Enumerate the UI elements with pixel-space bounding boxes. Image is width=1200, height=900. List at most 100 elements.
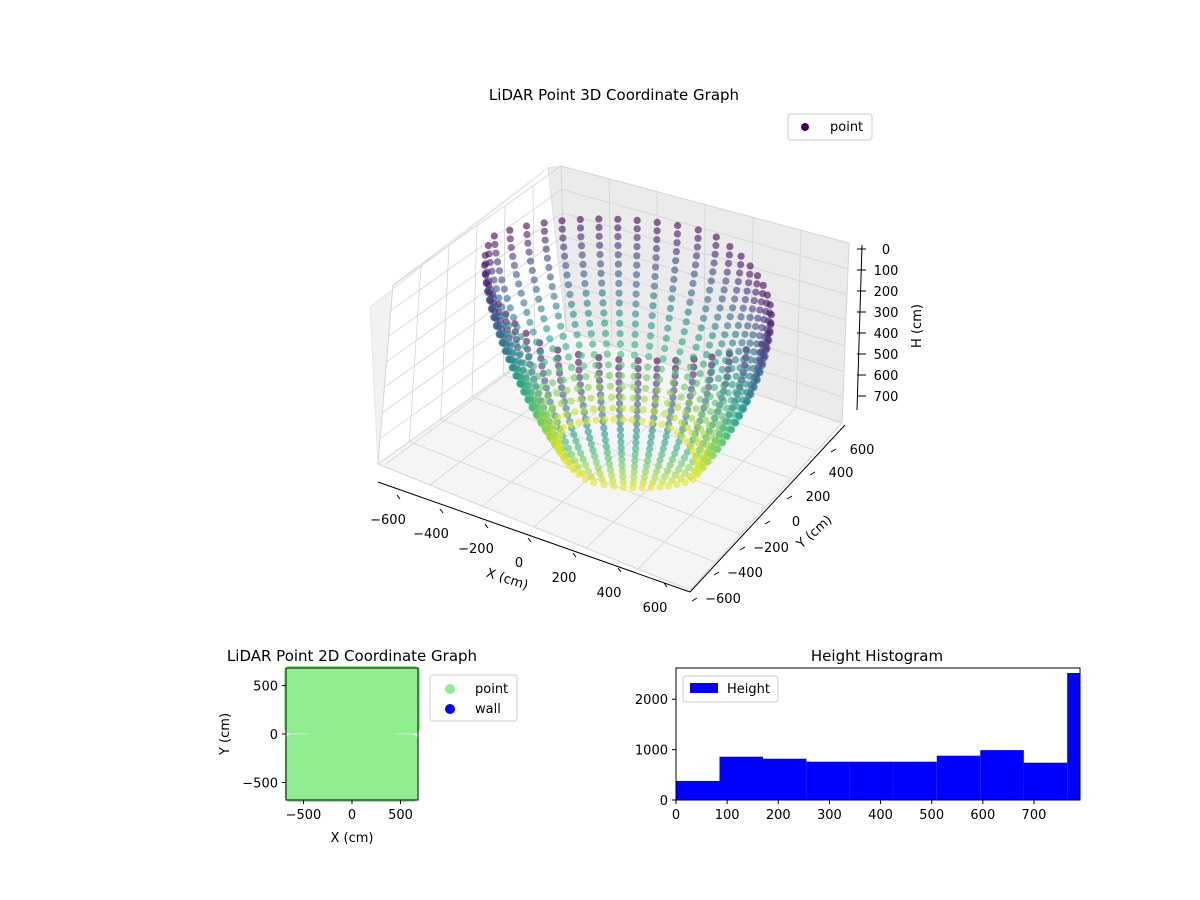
chart3d-point [517, 289, 525, 297]
chart3d-point [488, 267, 496, 275]
chart3d-point [561, 438, 570, 446]
chart3d-point [546, 273, 555, 281]
chart3d-point [510, 261, 518, 269]
chart3d-point [577, 242, 586, 250]
chart3d-y-tick [691, 597, 698, 602]
chart3d-point [756, 306, 764, 314]
chart3d-point [697, 411, 706, 419]
chart3d-grid-line [608, 178, 613, 346]
chart3d-point [615, 309, 624, 317]
chart3d-point [495, 312, 503, 320]
chart3d-point [650, 282, 659, 290]
chart3d-point [674, 465, 683, 473]
chart3d-y-tick [786, 495, 793, 500]
chart3d-point [498, 321, 506, 329]
chart3d-point [584, 428, 592, 436]
chart3d-point [575, 470, 583, 479]
chart3d-z-tick-label: 200 [874, 285, 899, 300]
chart3d-grid-line [703, 204, 706, 377]
chart3d-point [579, 260, 587, 268]
chart3d-point [641, 468, 650, 476]
chart3d-point [647, 322, 656, 330]
chart3d-point [662, 334, 670, 342]
chart3d-grid-line [563, 235, 847, 321]
chart3d-point [670, 275, 678, 283]
chart3d-point [608, 393, 616, 401]
chart3d-point [651, 272, 659, 281]
chart3d-point [714, 313, 722, 321]
chart3d-point [632, 445, 640, 453]
chart3d-point [748, 305, 757, 313]
chart3d-z-tick-label: 300 [874, 306, 899, 321]
chart3d-point [735, 403, 743, 411]
chart3d-point [729, 304, 737, 312]
chart3d-point [669, 378, 677, 386]
chart3d-point [577, 351, 585, 360]
chart3d-point [573, 331, 581, 339]
chart3d-point [544, 425, 552, 433]
chart3d-y-tick-label: 400 [829, 466, 854, 481]
chart3d-point [629, 383, 638, 391]
chart3d-point [681, 478, 689, 486]
chart3d-point [753, 340, 761, 348]
chart3d-point [587, 440, 595, 448]
chart3d-point [491, 240, 499, 248]
chart3d-point [575, 419, 583, 427]
chart3d-point [673, 230, 682, 238]
chart3d-point [541, 236, 549, 244]
chart3d-point [643, 462, 651, 470]
chart3d-point [528, 385, 536, 393]
chart3d-point [530, 276, 538, 284]
chart3d-point [653, 218, 661, 226]
chart3d-point [522, 383, 531, 391]
chart3d-point [580, 406, 588, 414]
chart3d-point [674, 403, 682, 411]
chart3d-point [666, 389, 674, 397]
chart3d-point [615, 279, 623, 287]
chart3d-point [575, 366, 583, 374]
chart3d-point [557, 322, 565, 330]
chart3d-point [619, 472, 627, 480]
chart3d-point [688, 414, 696, 422]
chart3d-point [658, 420, 666, 429]
chart3d-z-axis-line [856, 244, 863, 411]
chart3d-point [523, 308, 531, 317]
chart3d-point [594, 464, 602, 472]
chart3d-point [490, 276, 498, 284]
chart3d-z-tick-label: 0 [882, 243, 890, 258]
chart3d-point [523, 376, 531, 384]
chart3d-point [545, 408, 554, 416]
chart3d-point [728, 364, 736, 373]
chart3d-point [693, 243, 702, 251]
chart3d-point [525, 248, 533, 256]
chart3d-point [710, 259, 718, 267]
chart3d-point [594, 372, 602, 380]
chart3d-z-tick-label: 600 [874, 369, 899, 384]
chart3d-point [529, 328, 537, 336]
chart3d-point [652, 397, 660, 405]
chart3d-point [539, 382, 547, 390]
chart3d-point [738, 388, 746, 396]
chart3d-ticks: −600−400−2000200400600−600−400−200020040… [370, 243, 898, 616]
chart3d-point [702, 305, 710, 313]
chart3d-grid-line [565, 329, 843, 424]
chart3d-point [687, 289, 696, 297]
lidar-3d-chart: LiDAR Point 3D Coordinate Graph −600−400… [369, 86, 925, 616]
chart3d-legend: point [787, 113, 873, 141]
chart3d-point [549, 428, 557, 436]
chart3d-grid-line [386, 235, 564, 363]
chart3d-point [600, 309, 608, 317]
chart3d-point [664, 399, 672, 407]
chart3d-point [595, 383, 603, 391]
chart3d-x-tick [572, 552, 577, 558]
chart3d-point [653, 227, 661, 235]
chart3d-point [616, 330, 624, 338]
chart3d-y-tick [764, 520, 771, 525]
chart3d-point [646, 445, 654, 453]
chart2d-point [406, 734, 418, 747]
chart3d-point [632, 439, 640, 447]
chart3d-point [680, 454, 689, 462]
chart3d-point [712, 241, 720, 250]
chart3d-point [664, 467, 672, 475]
chart3d-point [509, 313, 518, 321]
